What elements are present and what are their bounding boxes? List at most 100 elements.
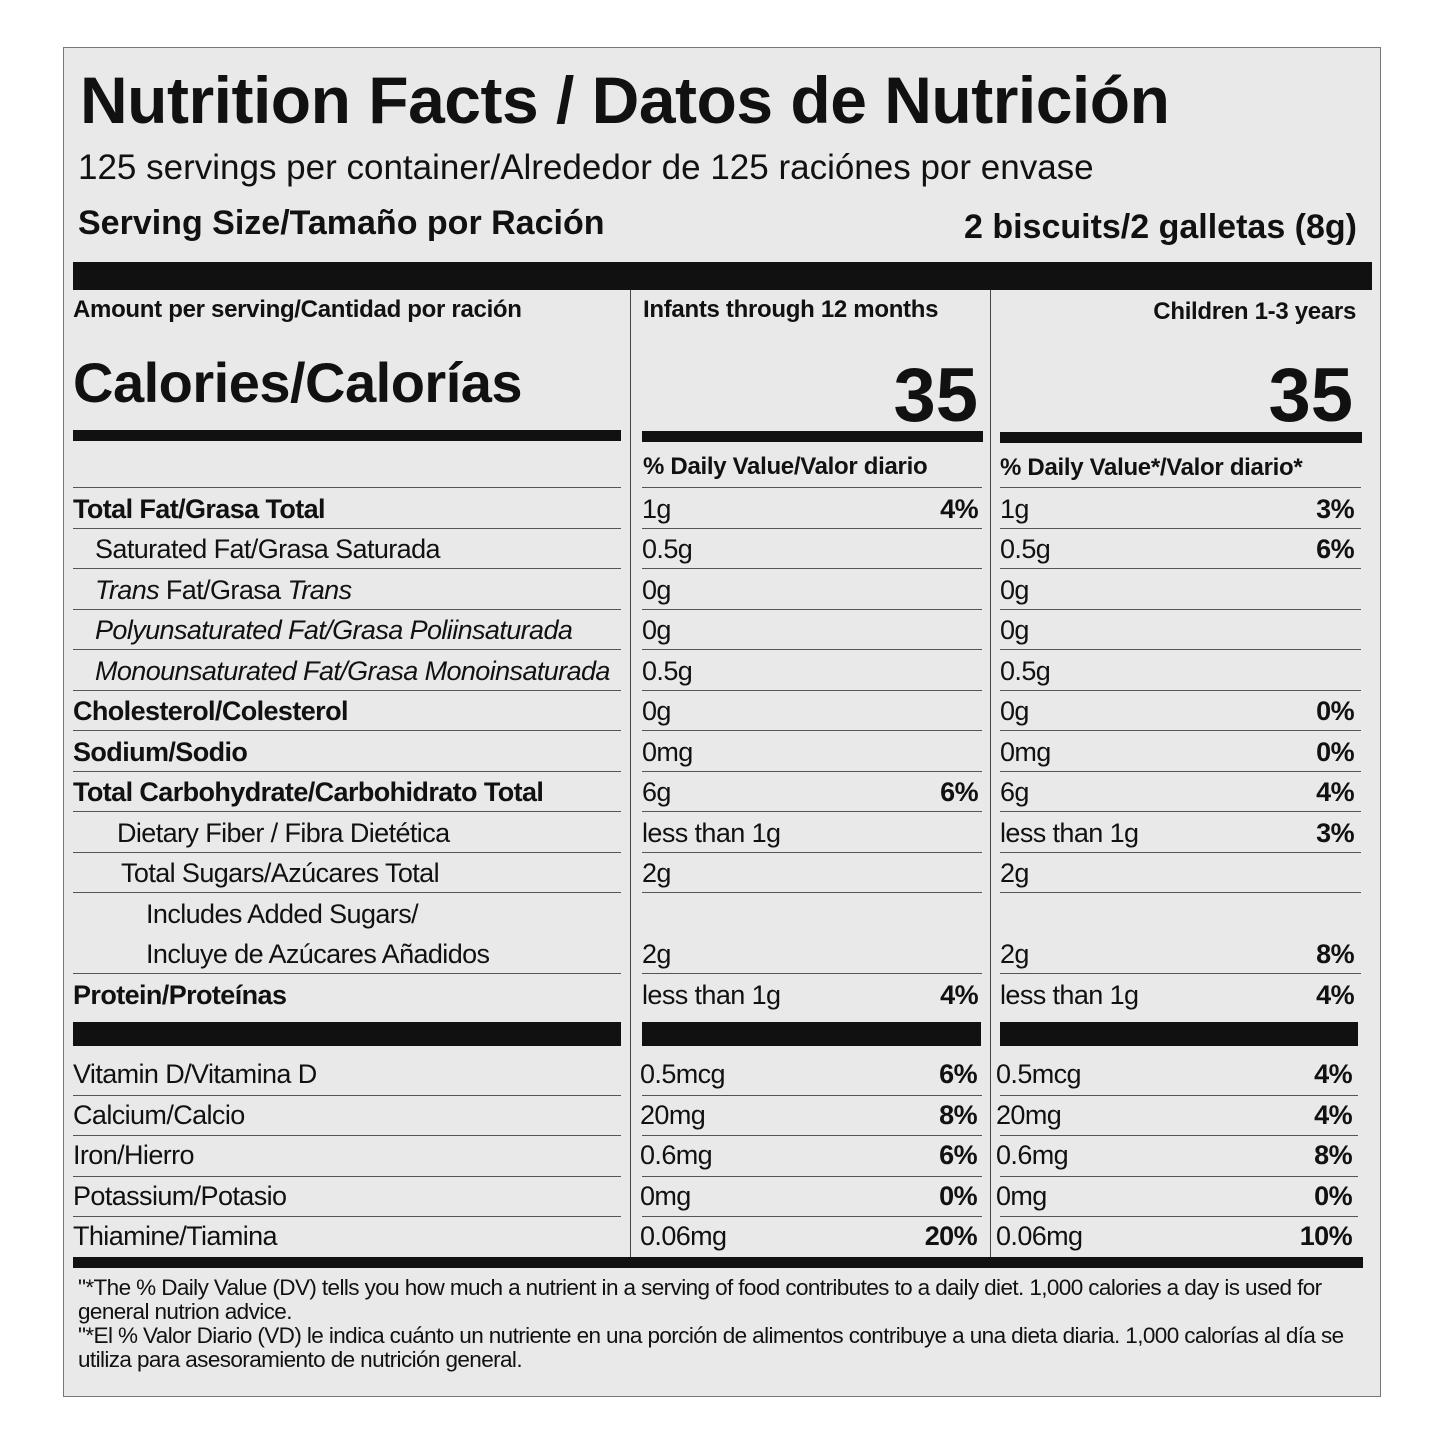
nutrient-label: Saturated Fat/Grasa Saturada xyxy=(95,529,441,569)
calories-label: Calories/Calorías xyxy=(73,351,523,414)
vitamin-divider xyxy=(73,1022,621,1046)
nutrient-label: Total Fat/Grasa Total xyxy=(73,489,326,529)
nutrient-label-text: Monounsaturated Fat/Grasa Monoinsaturada xyxy=(95,655,610,686)
row-divider xyxy=(73,1175,621,1177)
column-divider xyxy=(990,290,991,1258)
child-amount: 0.06mg xyxy=(996,1221,1083,1251)
child-percent-dv: 0% xyxy=(1314,1180,1352,1211)
vitamin-label: Vitamin D/Vitamina D xyxy=(73,1059,317,1089)
child-amount: 0g xyxy=(1000,696,1029,726)
row-divider xyxy=(73,973,621,974)
child-percent-dv: 10% xyxy=(1299,1221,1353,1251)
child-percent-dv: 3% xyxy=(1316,817,1354,848)
row-divider xyxy=(642,487,982,488)
child-amount: 0g xyxy=(1000,615,1029,645)
calories-divider xyxy=(1000,432,1362,443)
infant-amount: 20mg xyxy=(640,1099,706,1130)
servings-per-container: 125 servings per container/Alrededor de … xyxy=(78,148,1094,187)
row-divider xyxy=(73,811,621,812)
row-divider xyxy=(642,851,982,853)
nutrient-label-text: Sodium/Sodio xyxy=(73,736,248,767)
infant-percent-dv: 6% xyxy=(939,1140,977,1170)
nutrient-label-text: Polyunsaturated Fat/Grasa Poliinsaturada xyxy=(95,615,573,645)
nutrient-label: Dietary Fiber / Fibra Dietética xyxy=(117,813,450,853)
vitamin-divider xyxy=(1000,1022,1358,1046)
nutrient-label: Cholesterol/Colesterol xyxy=(73,691,348,731)
row-divider xyxy=(1000,811,1361,812)
infant-percent-dv: 20% xyxy=(924,1221,978,1251)
row-divider xyxy=(1000,527,1361,529)
row-divider xyxy=(1000,1216,1358,1217)
child-percent-dv: 4% xyxy=(1316,777,1354,807)
nutrient-label: Protein/Proteínas xyxy=(73,975,287,1015)
row-divider xyxy=(73,527,621,529)
infant-amount: 1g xyxy=(642,493,671,524)
row-divider xyxy=(642,1094,982,1096)
footnote: "*The % Daily Value (DV) tells you how m… xyxy=(78,1276,1368,1372)
nutrient-label-text: Total Sugars/Azúcares Total xyxy=(121,858,440,888)
footnote-english: "*The % Daily Value (DV) tells you how m… xyxy=(78,1275,1322,1324)
infant-amount: 0g xyxy=(642,615,671,645)
nutrient-label: Polyunsaturated Fat/Grasa Poliinsaturada xyxy=(95,610,573,650)
row-divider xyxy=(73,892,621,893)
child-amount: 0mg xyxy=(1000,736,1051,767)
nutrient-label-text: Cholesterol/Colesterol xyxy=(73,696,348,726)
row-divider xyxy=(642,811,982,812)
child-percent-dv: 8% xyxy=(1314,1140,1352,1170)
nutrient-label-text: Protein/Proteínas xyxy=(73,979,287,1010)
infant-amount: 2g xyxy=(642,939,671,969)
row-divider xyxy=(1000,487,1361,488)
infant-amount: 6g xyxy=(642,777,671,807)
child-percent-dv: 4% xyxy=(1314,1059,1352,1089)
infant-amount: less than 1g xyxy=(642,817,781,848)
vitamin-label: Thiamine/Tiamina xyxy=(73,1221,278,1251)
infant-amount: 0.6mg xyxy=(640,1140,713,1170)
child-amount: 0g xyxy=(1000,574,1029,605)
nutrient-label-text: Total Fat/Grasa Total xyxy=(73,493,326,524)
row-divider xyxy=(642,608,982,610)
child-percent-dv: 0% xyxy=(1316,696,1354,726)
serving-size-value: 2 biscuits/2 galletas (8g) xyxy=(963,208,1357,246)
infant-calories: 35 xyxy=(893,353,978,438)
row-divider xyxy=(1000,730,1361,731)
row-divider xyxy=(642,568,982,569)
infant-percent-dv: 0% xyxy=(939,1180,977,1211)
child-percent-dv: 6% xyxy=(1316,534,1354,564)
infant-percent-dv: 4% xyxy=(940,493,978,524)
row-divider xyxy=(1000,770,1361,772)
child-amount: 0mg xyxy=(996,1180,1047,1211)
child-amount: 20mg xyxy=(996,1099,1062,1130)
infant-amount: less than 1g xyxy=(642,979,781,1010)
serving-size-label: Serving Size/Tamaño por Ración xyxy=(78,204,605,242)
amount-per-serving-header: Amount per serving/Cantidad por ración xyxy=(73,296,522,323)
infant-percent-dv: 6% xyxy=(940,777,978,807)
row-divider xyxy=(73,730,621,731)
child-amount: 0.5g xyxy=(1000,534,1051,564)
infant-amount: 0g xyxy=(642,574,671,605)
row-divider xyxy=(642,689,982,691)
child-amount: less than 1g xyxy=(1000,979,1139,1010)
nutrient-label: Total Carbohydrate/Carbohidrato Total xyxy=(73,772,544,812)
nutrient-label-text: Dietary Fiber / Fibra Dietética xyxy=(117,817,450,848)
child-amount: 1g xyxy=(1000,493,1029,524)
row-divider xyxy=(73,608,621,610)
row-divider xyxy=(73,851,621,853)
label-title: Nutrition Facts / Datos de Nutrición xyxy=(80,63,1170,137)
row-divider xyxy=(73,770,621,772)
calories-divider xyxy=(73,430,621,441)
row-divider xyxy=(1000,892,1361,893)
row-divider xyxy=(1000,1175,1358,1177)
row-divider xyxy=(642,730,982,731)
nutrient-label-text: Trans xyxy=(287,574,352,605)
infant-amount: 0mg xyxy=(640,1180,691,1211)
row-divider xyxy=(1000,689,1361,691)
infant-amount: 0.5mcg xyxy=(640,1059,726,1089)
row-divider xyxy=(1000,568,1361,569)
infant-percent-dv: 4% xyxy=(940,979,978,1010)
vitamin-divider xyxy=(642,1022,981,1046)
nutrient-label: Total Sugars/Azúcares Total xyxy=(121,853,440,893)
infant-amount: 0.06mg xyxy=(640,1221,727,1251)
nutrient-label-text: Includes Added Sugars/ xyxy=(146,899,419,929)
infant-column-header: Infants through 12 months xyxy=(643,296,939,323)
row-divider xyxy=(1000,1135,1358,1136)
